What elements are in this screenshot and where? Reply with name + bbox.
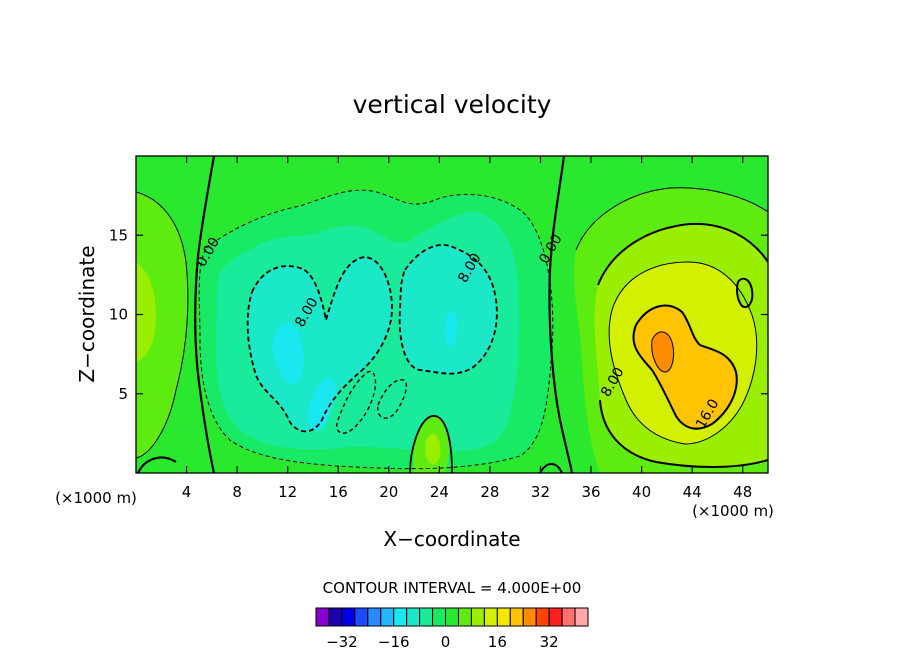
colorbar-swatch xyxy=(432,607,447,627)
colorbar-swatch xyxy=(315,607,330,627)
colorbar-swatch xyxy=(393,607,408,627)
region-updraft-small-core xyxy=(425,433,441,465)
x-tick-label: 28 xyxy=(480,483,499,501)
contour-zero-left xyxy=(194,156,216,473)
contour-plus4-right xyxy=(575,187,768,251)
x-tick-label: 44 xyxy=(683,483,702,501)
contour-plus20 xyxy=(651,331,675,373)
colorbar-swatch xyxy=(535,607,550,627)
y-axis: 5 10 15 xyxy=(109,226,768,403)
colorbar-tick-label: 32 xyxy=(540,633,559,651)
x-tick-label: 32 xyxy=(531,483,550,501)
x-tick-label: 4 xyxy=(182,483,192,501)
colorbar-tick-label: 16 xyxy=(488,633,507,651)
colorbar-swatch xyxy=(509,607,524,627)
colorbar-tick-label: −32 xyxy=(326,633,358,651)
x-tick-label: 12 xyxy=(278,483,297,501)
contour-minus8-left xyxy=(246,256,393,433)
x-tick-label: 20 xyxy=(379,483,398,501)
contour-plus12 xyxy=(608,261,758,445)
colorbar-swatch xyxy=(574,607,589,627)
colorbar-swatch xyxy=(406,607,421,627)
contour-zero-bottom-mid xyxy=(539,463,563,473)
y-tick-label: 5 xyxy=(118,385,128,403)
region-negative-inner-2 xyxy=(399,244,497,374)
colorbar-swatch xyxy=(548,607,563,627)
region-right-blob xyxy=(737,278,753,308)
contour-minus8-right xyxy=(398,244,498,375)
region-negative-core-3 xyxy=(444,311,458,347)
colorbar-tick-label: −16 xyxy=(378,633,410,651)
x-unit-right: (×1000 m) xyxy=(692,502,774,520)
contour-plus8 xyxy=(597,222,768,286)
x-tick-label: 36 xyxy=(581,483,600,501)
colorbar-swatch xyxy=(561,607,576,627)
contour-minus8-streak-2 xyxy=(377,379,408,419)
colorbar-swatch xyxy=(445,607,459,627)
region-right-l5 xyxy=(651,331,674,372)
region-negative-core-2 xyxy=(307,377,336,431)
x-axis-label: X−coordinate xyxy=(383,527,520,551)
chart-title: vertical velocity xyxy=(353,90,552,119)
colorbar-swatch xyxy=(354,607,369,627)
colorbar: −32 −16 0 16 32 xyxy=(315,607,589,651)
contour-plus8-lower xyxy=(599,399,768,468)
x-tick-label: 48 xyxy=(733,483,752,501)
x-tick-label: 8 xyxy=(232,483,242,501)
colorbar-swatch xyxy=(419,607,434,627)
colorbar-swatch xyxy=(328,607,343,627)
colorbar-swatch xyxy=(457,607,472,627)
y-axis-label: Z−coordinate xyxy=(75,245,99,382)
contour-plus16 xyxy=(632,304,738,430)
x-tick-label: 40 xyxy=(632,483,651,501)
colorbar-swatch xyxy=(367,607,382,627)
contour-interval-note: CONTOUR INTERVAL = 4.000E+00 xyxy=(323,579,582,597)
contour-right-blob xyxy=(736,277,754,308)
x-unit-left: (×1000 m) xyxy=(55,489,137,507)
contour-zero-bottom-left xyxy=(137,456,177,473)
y-tick-label: 10 xyxy=(109,306,128,324)
x-axis: 4 8 12 16 20 24 28 32 36 40 44 48 xyxy=(182,156,752,501)
y-tick-label: 15 xyxy=(109,226,128,244)
colorbar-swatch xyxy=(341,607,356,627)
x-tick-label: 24 xyxy=(430,483,449,501)
region-negative-inner xyxy=(247,257,392,432)
colorbar-swatch xyxy=(496,607,511,627)
contour-zero-middle xyxy=(548,156,574,473)
colorbar-tick-label: 0 xyxy=(441,633,451,651)
contour-lines xyxy=(136,156,768,473)
contour-plus4-small xyxy=(409,415,453,473)
region-negative-core-1 xyxy=(272,322,304,384)
x-tick-label: 16 xyxy=(329,483,348,501)
region-left-inner xyxy=(136,262,156,362)
contour-plus4-left xyxy=(136,191,189,459)
colorbar-swatch xyxy=(470,607,485,627)
region-left-band xyxy=(136,192,188,458)
colorbar-swatch xyxy=(483,607,498,627)
contour-minus4 xyxy=(198,189,554,470)
colorbar-swatch xyxy=(380,607,395,627)
colorbar-swatch xyxy=(522,607,537,627)
contour-minus8-streak-1 xyxy=(336,370,377,434)
